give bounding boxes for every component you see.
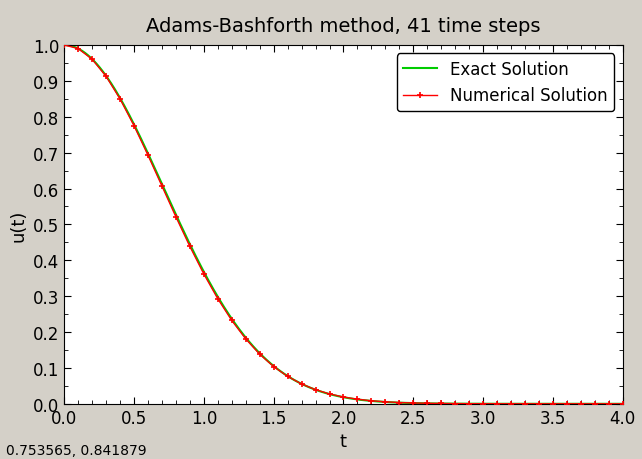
Numerical Solution — [577, 401, 585, 407]
Exact Solution — [496, 401, 503, 407]
Numerical Solution — [60, 43, 68, 49]
Numerical Solution — [521, 401, 529, 407]
Numerical Solution — [325, 392, 333, 397]
Numerical Solution — [437, 401, 445, 406]
Exact Solution — [117, 98, 125, 104]
Numerical Solution — [214, 297, 221, 302]
Numerical Solution — [89, 57, 96, 63]
Numerical Solution — [270, 364, 277, 369]
Title: Adams-Bashforth method, 41 time steps: Adams-Bashforth method, 41 time steps — [146, 17, 541, 36]
Numerical Solution — [130, 123, 138, 129]
Numerical Solution — [367, 398, 375, 403]
Numerical Solution — [410, 400, 417, 406]
Numerical Solution — [186, 244, 194, 250]
Numerical Solution — [381, 399, 389, 405]
Numerical Solution — [619, 401, 627, 407]
Numerical Solution — [298, 381, 306, 387]
Legend: Exact Solution, Numerical Solution: Exact Solution, Numerical Solution — [397, 54, 614, 112]
Numerical Solution — [424, 401, 431, 406]
Numerical Solution — [507, 401, 515, 407]
Numerical Solution — [242, 336, 250, 342]
Numerical Solution — [74, 47, 82, 52]
X-axis label: t: t — [340, 432, 347, 450]
Exact Solution — [619, 401, 627, 407]
Numerical Solution — [284, 374, 291, 379]
Exact Solution — [60, 43, 68, 49]
Numerical Solution — [451, 401, 459, 407]
Numerical Solution — [256, 352, 264, 357]
Y-axis label: u(t): u(t) — [10, 209, 28, 241]
Numerical Solution — [172, 215, 180, 220]
Numerical Solution — [116, 97, 124, 102]
Numerical Solution — [493, 401, 501, 407]
Exact Solution — [306, 385, 314, 391]
Numerical Solution — [144, 153, 152, 159]
Exact Solution — [506, 401, 514, 407]
Numerical Solution — [605, 401, 612, 407]
Numerical Solution — [395, 400, 403, 405]
Numerical Solution — [591, 401, 599, 407]
Text: 0.753565, 0.841879: 0.753565, 0.841879 — [6, 443, 147, 457]
Numerical Solution — [228, 318, 236, 324]
Numerical Solution — [549, 401, 557, 407]
Exact Solution — [286, 375, 294, 381]
Numerical Solution — [465, 401, 473, 407]
Exact Solution — [444, 401, 451, 407]
Numerical Solution — [354, 397, 361, 402]
Numerical Solution — [535, 401, 543, 407]
Numerical Solution — [340, 394, 347, 400]
Numerical Solution — [102, 74, 110, 80]
Numerical Solution — [479, 401, 487, 407]
Numerical Solution — [200, 272, 207, 277]
Line: Exact Solution: Exact Solution — [64, 46, 623, 404]
Line: Numerical Solution: Numerical Solution — [61, 42, 626, 408]
Numerical Solution — [158, 184, 166, 190]
Numerical Solution — [312, 387, 320, 392]
Numerical Solution — [563, 401, 571, 407]
